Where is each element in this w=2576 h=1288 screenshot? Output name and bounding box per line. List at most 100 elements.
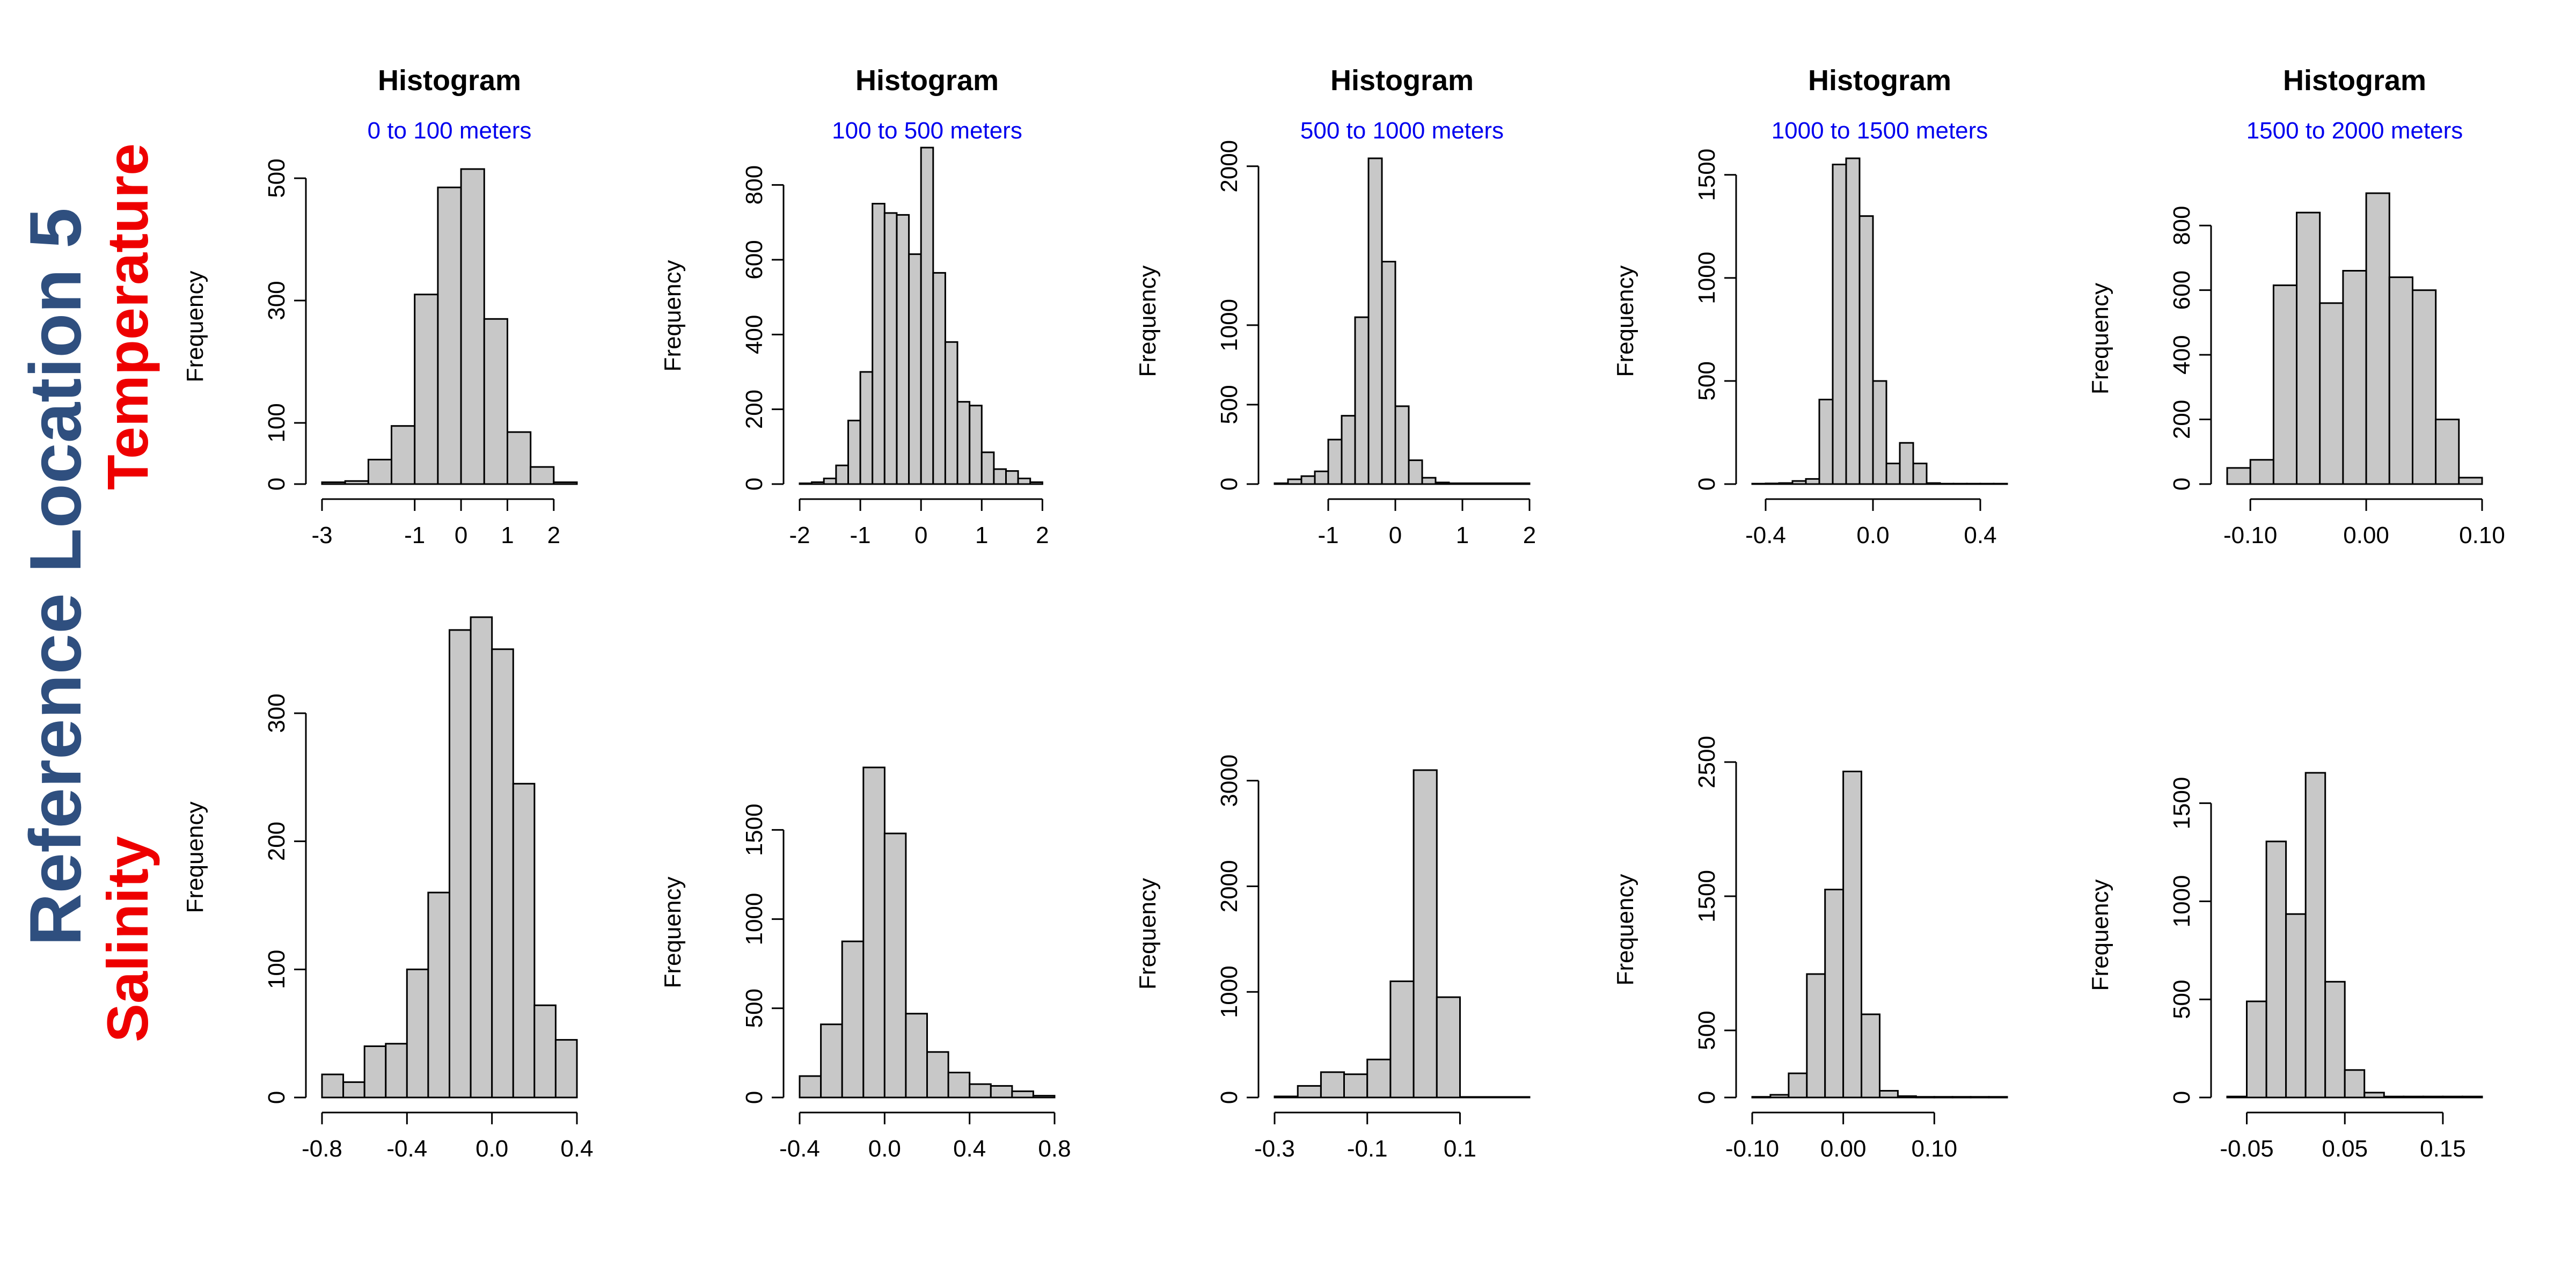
histogram-bar bbox=[926, 1051, 949, 1099]
histogram-bar bbox=[1912, 463, 1928, 485]
histogram-bar bbox=[847, 420, 861, 485]
histogram-bar bbox=[427, 891, 451, 1099]
histogram-bar bbox=[344, 480, 369, 485]
histogram-bar bbox=[944, 341, 958, 485]
histogram-bar bbox=[530, 466, 555, 485]
histogram-bar bbox=[872, 203, 885, 485]
y-axis-label: Frequency bbox=[2087, 283, 2113, 394]
y-tick-label: 200 bbox=[741, 390, 767, 429]
y-tick-label: 0 bbox=[741, 478, 767, 491]
histogram-bar bbox=[932, 272, 946, 485]
histogram-bar bbox=[1475, 482, 1490, 485]
histogram-bar bbox=[2462, 1095, 2483, 1099]
x-tick-label: -0.3 bbox=[1254, 1136, 1295, 1162]
histogram-bar bbox=[2249, 459, 2274, 485]
histogram-bar bbox=[437, 186, 462, 485]
histogram-bar bbox=[1488, 482, 1504, 485]
y-tick-label: 300 bbox=[264, 693, 290, 733]
x-tick-label: 1 bbox=[501, 522, 514, 548]
x-tick-label: 2 bbox=[547, 522, 560, 548]
histogram-bar bbox=[321, 1073, 345, 1099]
histogram-bar bbox=[835, 464, 850, 485]
histogram-bar bbox=[1824, 889, 1845, 1099]
histogram-bar bbox=[363, 1045, 387, 1099]
y-axis-label: Frequency bbox=[660, 260, 686, 372]
panel-title: Histogram bbox=[855, 64, 999, 97]
panel-title: Histogram bbox=[1330, 64, 1474, 97]
x-tick-label: 0 bbox=[914, 522, 927, 548]
y-axis-label: Frequency bbox=[182, 271, 208, 383]
histogram-bar bbox=[1926, 482, 1941, 485]
x-tick-label: 0.4 bbox=[953, 1136, 986, 1162]
histogram-bar bbox=[969, 405, 983, 485]
x-tick-label: 0.15 bbox=[2420, 1136, 2466, 1162]
histogram-bar bbox=[980, 451, 995, 485]
histogram-bar bbox=[1845, 157, 1861, 485]
y-tick-label: 600 bbox=[741, 240, 767, 279]
y-tick-label: 0 bbox=[264, 1091, 290, 1104]
x-tick-label: -1 bbox=[404, 522, 425, 548]
histogram-bar bbox=[1366, 1058, 1392, 1099]
histogram-bar bbox=[1885, 463, 1901, 485]
y-tick-label: 500 bbox=[1694, 361, 1720, 400]
histogram-panel: -0.8 -0.4 0.0 0.4 0 100 200 300 Frequency bbox=[182, 616, 594, 1162]
histogram-bar bbox=[896, 214, 910, 485]
histogram-bar bbox=[841, 940, 865, 1099]
y-tick-label: 500 bbox=[264, 158, 290, 197]
histogram-bar bbox=[1897, 1095, 1917, 1099]
histogram-bar bbox=[321, 481, 346, 485]
panel-title: Histogram bbox=[2283, 64, 2426, 97]
x-tick-label: -3 bbox=[311, 522, 332, 548]
histogram-bar bbox=[512, 782, 536, 1099]
y-tick-label: 0 bbox=[1216, 478, 1242, 491]
y-tick-label: 0 bbox=[741, 1091, 767, 1104]
y-tick-label: 400 bbox=[741, 315, 767, 354]
x-tick-label: 0.00 bbox=[2343, 522, 2389, 548]
histogram-bar bbox=[1389, 980, 1415, 1099]
histogram-bar bbox=[1436, 996, 1461, 1099]
x-tick-label: 0 bbox=[1389, 522, 1402, 548]
y-tick-label: 500 bbox=[2169, 980, 2195, 1019]
panel-title: Histogram bbox=[1808, 64, 1951, 97]
panel-title: Histogram bbox=[378, 64, 521, 97]
histogram-bar bbox=[1832, 164, 1847, 485]
histogram-bar bbox=[1297, 1085, 1322, 1099]
panel-subtitle: 0 to 100 meters bbox=[368, 118, 532, 144]
x-tick-label: 0.0 bbox=[475, 1136, 508, 1162]
histogram-bar bbox=[1769, 1094, 1790, 1099]
histogram-bar bbox=[2304, 772, 2326, 1099]
y-tick-label: 1500 bbox=[1694, 870, 1720, 923]
histogram-bar bbox=[1879, 1090, 1899, 1099]
x-tick-label: 0.0 bbox=[868, 1136, 901, 1162]
y-tick-label: 0 bbox=[264, 478, 290, 491]
histogram-bar bbox=[1788, 1072, 1808, 1099]
y-tick-label: 1000 bbox=[1216, 299, 1242, 352]
x-tick-label: 0.00 bbox=[1820, 1136, 1867, 1162]
histogram-panel: -0.4 0.0 0.4 0.8 0 500 1000 1500 Frequency bbox=[660, 766, 1071, 1162]
y-tick-label: 100 bbox=[264, 403, 290, 442]
y-tick-label: 800 bbox=[741, 165, 767, 204]
x-tick-label: 1 bbox=[975, 522, 988, 548]
y-axis-label: Frequency bbox=[1612, 874, 1638, 986]
histogram-bar bbox=[1320, 1071, 1345, 1099]
histogram-bar bbox=[1341, 415, 1356, 485]
histogram-bar bbox=[2296, 211, 2321, 485]
y-tick-label: 100 bbox=[264, 950, 290, 989]
x-tick-label: -0.10 bbox=[2223, 522, 2277, 548]
histogram-bar bbox=[1354, 316, 1370, 485]
histogram-bar bbox=[2272, 284, 2298, 485]
histogram-bar bbox=[990, 1085, 1013, 1099]
y-tick-label: 1500 bbox=[2169, 777, 2195, 830]
histogram-bar bbox=[2319, 302, 2344, 485]
row-label-salinity: Salinity bbox=[95, 836, 160, 1042]
histogram-bar bbox=[2435, 419, 2460, 485]
histogram-bar bbox=[1032, 1095, 1056, 1099]
histogram-bar bbox=[820, 1023, 843, 1099]
x-tick-label: -0.4 bbox=[386, 1136, 427, 1162]
histogram-bar bbox=[799, 1075, 822, 1099]
panel-subtitle: 1500 to 2000 meters bbox=[2246, 118, 2463, 144]
histogram-bar bbox=[1367, 157, 1383, 485]
y-tick-label: 0 bbox=[2169, 478, 2195, 491]
y-axis-label: Frequency bbox=[660, 877, 686, 989]
